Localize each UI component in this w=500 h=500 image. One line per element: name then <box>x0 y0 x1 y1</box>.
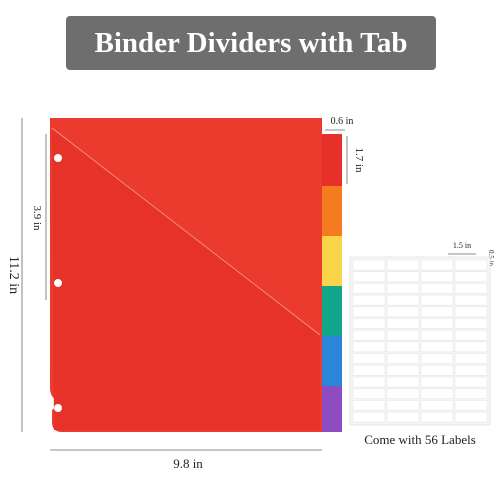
hole <box>54 279 62 287</box>
label-cell <box>454 365 488 376</box>
label-cell <box>352 376 386 388</box>
label-cell <box>454 283 488 294</box>
label-cell <box>454 411 488 423</box>
label-cell <box>352 318 386 329</box>
label-cell <box>454 341 488 353</box>
label-backing <box>349 256 491 426</box>
label-cell <box>454 306 488 318</box>
label-cell <box>352 365 386 376</box>
label-cell <box>420 306 454 318</box>
label-cell <box>386 271 420 282</box>
dim-label: 1.5 in <box>453 241 471 250</box>
pocket <box>52 128 320 430</box>
label-cell <box>454 329 488 341</box>
label-sheet <box>349 256 491 426</box>
label-cell <box>386 353 420 364</box>
label-cell <box>352 411 386 423</box>
label-cell <box>420 259 454 271</box>
label-cell <box>386 318 420 329</box>
label-cell <box>454 376 488 388</box>
label-cell <box>420 341 454 353</box>
label-cell <box>420 365 454 376</box>
hole <box>54 404 62 412</box>
label-cell <box>386 294 420 306</box>
hole <box>54 154 62 162</box>
title-banner <box>66 16 436 70</box>
label-cell <box>386 283 420 294</box>
label-cell <box>386 329 420 341</box>
label-cell <box>352 400 386 411</box>
dim-label: 1.7 in <box>353 147 365 173</box>
label-cell <box>420 353 454 364</box>
label-cell <box>420 388 454 399</box>
label-cell <box>352 329 386 341</box>
label-cell <box>454 271 488 282</box>
caption: Come with 56 Labels <box>364 432 476 447</box>
label-cell <box>420 329 454 341</box>
label-cell <box>352 259 386 271</box>
label-cell <box>420 271 454 282</box>
label-cell <box>386 306 420 318</box>
label-cell <box>420 400 454 411</box>
label-cell <box>454 294 488 306</box>
label-cell <box>420 411 454 423</box>
label-cell <box>454 259 488 271</box>
label-cell <box>352 306 386 318</box>
label-cell <box>454 353 488 364</box>
label-cell <box>386 341 420 353</box>
label-cell <box>420 318 454 329</box>
label-cell <box>454 400 488 411</box>
label-cell <box>352 388 386 399</box>
dim-label: 3.9 in <box>31 205 43 231</box>
label-cell <box>352 353 386 364</box>
dim-label: 0.6 in <box>331 116 354 127</box>
label-cell <box>352 341 386 353</box>
label-cell <box>386 259 420 271</box>
label-cell <box>420 283 454 294</box>
dim-label: 9.8 in <box>173 456 203 471</box>
dim-label: 0.5 in <box>487 250 495 266</box>
label-cell <box>454 388 488 399</box>
label-cell <box>352 294 386 306</box>
title: Binder Dividers with Tab <box>95 27 408 59</box>
label-cell <box>420 376 454 388</box>
label-cell <box>420 294 454 306</box>
label-cell <box>386 388 420 399</box>
pocket-edge <box>51 127 321 336</box>
label-cell <box>386 376 420 388</box>
label-cell <box>352 271 386 282</box>
label-cell <box>386 400 420 411</box>
label-cell <box>454 318 488 329</box>
label-cell <box>386 411 420 423</box>
label-cell <box>352 283 386 294</box>
dim-label: 11.2 in <box>6 256 21 294</box>
label-cell <box>386 365 420 376</box>
